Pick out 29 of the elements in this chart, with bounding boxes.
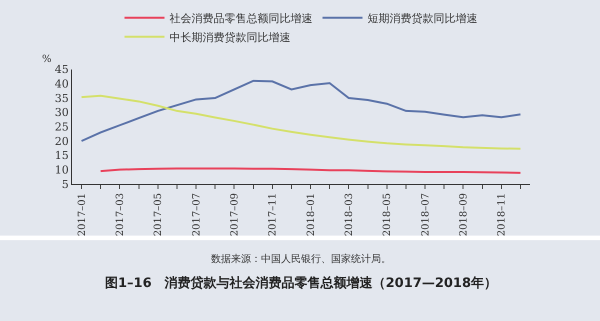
line-series xyxy=(80,80,522,142)
legend-label: 中长期消费贷款同比增速 xyxy=(170,31,290,44)
x-tick-label: 2018–03 xyxy=(344,193,355,236)
x-tick-label: 2017–09 xyxy=(229,193,240,236)
x-tick-label: 2018–07 xyxy=(420,193,432,236)
y-tick-label: 5 xyxy=(62,178,69,191)
y-tick-label: 35 xyxy=(54,92,69,105)
y-tick-label: 45 xyxy=(54,63,69,76)
y-tick-label: 15 xyxy=(54,149,69,162)
x-tick-label: 2018–01 xyxy=(306,193,317,236)
y-axis-title: % xyxy=(42,54,52,65)
text: 图1–16 消费贷款与社会消费品零售总额增速（2017—2018年） xyxy=(105,275,497,291)
x-tick-label: 2017–05 xyxy=(153,193,164,236)
x-tick-label: 2018–11 xyxy=(496,193,508,236)
x-tick-label: 2017–01 xyxy=(76,193,88,236)
x-tick-label: 2018–05 xyxy=(382,193,394,236)
x-tick-label: 2017–11 xyxy=(268,193,279,236)
y-tick-label: 30 xyxy=(54,106,69,120)
legend-label: 短期消费贷款同比增速 xyxy=(368,12,478,25)
y-tick-label: 10 xyxy=(54,164,69,177)
x-tick-label: 2018–09 xyxy=(458,193,470,236)
legend-label: 社会消费品零售总额同比增速 xyxy=(170,12,312,25)
x-tick-label: 2017–07 xyxy=(191,193,202,236)
source-note: 数据来源：中国人民银行、国家统计局。 xyxy=(211,253,391,265)
y-tick-label: 25 xyxy=(54,120,69,134)
y-tick-label: 20 xyxy=(54,134,69,148)
line-series xyxy=(80,94,522,150)
y-tick-label: 40 xyxy=(54,78,69,91)
x-tick-label: 2017–03 xyxy=(114,193,126,236)
